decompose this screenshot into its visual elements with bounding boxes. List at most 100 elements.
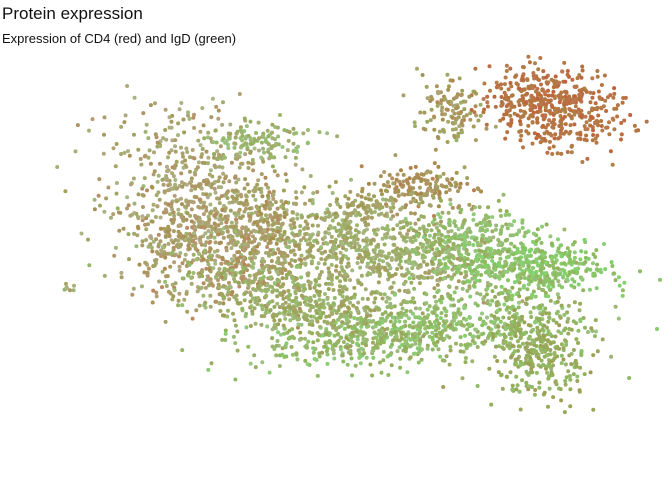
data-point <box>469 259 474 264</box>
data-point <box>565 310 570 315</box>
data-point <box>595 69 600 73</box>
data-point <box>295 149 300 154</box>
data-point <box>378 292 383 297</box>
data-point <box>519 241 524 246</box>
data-point <box>503 359 507 364</box>
data-point <box>308 248 313 253</box>
data-point <box>260 360 265 365</box>
data-point <box>551 122 556 127</box>
data-point <box>576 282 581 287</box>
data-point <box>311 314 316 319</box>
data-point <box>547 100 552 104</box>
data-point <box>587 287 592 292</box>
data-point <box>426 186 431 191</box>
data-point <box>446 119 451 124</box>
data-point <box>447 84 451 89</box>
data-point <box>296 322 301 327</box>
data-point <box>535 96 540 101</box>
data-point <box>551 85 556 90</box>
data-point <box>257 148 261 153</box>
data-point <box>369 215 374 220</box>
data-point <box>225 190 229 195</box>
data-point <box>240 306 245 311</box>
data-point <box>269 259 274 263</box>
data-point <box>270 122 275 127</box>
data-point <box>253 277 257 282</box>
data-point <box>408 221 413 226</box>
data-point <box>658 277 662 282</box>
data-point <box>567 131 572 136</box>
data-point <box>391 227 396 232</box>
data-point <box>533 105 538 110</box>
data-point <box>380 236 385 241</box>
data-point <box>459 297 464 302</box>
data-point <box>301 131 306 136</box>
data-point <box>223 338 228 342</box>
data-point <box>317 297 322 302</box>
data-point <box>569 283 574 288</box>
data-point <box>236 177 241 182</box>
data-point <box>574 337 579 342</box>
data-point <box>435 339 440 344</box>
data-point <box>457 204 462 209</box>
data-point <box>612 127 617 132</box>
data-point <box>369 308 373 313</box>
data-point <box>207 217 212 222</box>
data-point <box>326 301 331 306</box>
data-point <box>510 285 515 290</box>
data-point <box>331 242 336 247</box>
data-point <box>213 258 218 263</box>
data-point <box>333 211 338 216</box>
data-point <box>459 121 464 126</box>
data-point <box>209 224 214 229</box>
data-point <box>196 138 201 143</box>
data-point <box>323 257 328 262</box>
data-point <box>464 248 469 253</box>
data-point <box>584 89 589 94</box>
data-point <box>314 317 319 321</box>
data-point <box>527 98 532 103</box>
data-point <box>189 199 194 204</box>
data-point <box>367 197 372 202</box>
data-point <box>280 270 284 275</box>
data-point <box>267 370 272 375</box>
data-point <box>427 233 432 238</box>
data-point <box>200 147 205 151</box>
data-point <box>390 176 395 181</box>
data-point <box>156 251 161 256</box>
data-point <box>562 268 567 273</box>
data-point <box>403 319 408 324</box>
data-point <box>220 207 225 212</box>
data-point <box>140 284 144 289</box>
data-point <box>329 234 334 239</box>
data-point <box>197 197 202 202</box>
data-point <box>330 282 334 287</box>
data-point <box>206 262 211 267</box>
data-point <box>383 232 387 237</box>
data-point <box>389 311 394 316</box>
data-point <box>537 385 542 390</box>
data-point <box>191 243 195 248</box>
data-point <box>594 248 599 253</box>
data-point <box>542 278 547 283</box>
data-point <box>372 248 377 253</box>
data-point <box>521 77 526 82</box>
data-point <box>420 347 424 352</box>
data-point <box>415 66 419 71</box>
data-point <box>372 194 376 199</box>
data-point <box>401 172 406 177</box>
data-point <box>535 110 540 114</box>
data-point <box>489 327 494 332</box>
data-point <box>438 101 443 106</box>
data-point <box>559 342 564 347</box>
data-point <box>289 264 294 268</box>
data-point <box>427 269 432 274</box>
data-point <box>337 272 342 277</box>
data-point <box>183 158 188 163</box>
data-point <box>570 77 575 82</box>
data-point <box>244 141 249 146</box>
data-point <box>623 95 628 100</box>
data-point <box>555 354 560 359</box>
data-point <box>344 239 349 244</box>
data-point <box>216 116 221 121</box>
